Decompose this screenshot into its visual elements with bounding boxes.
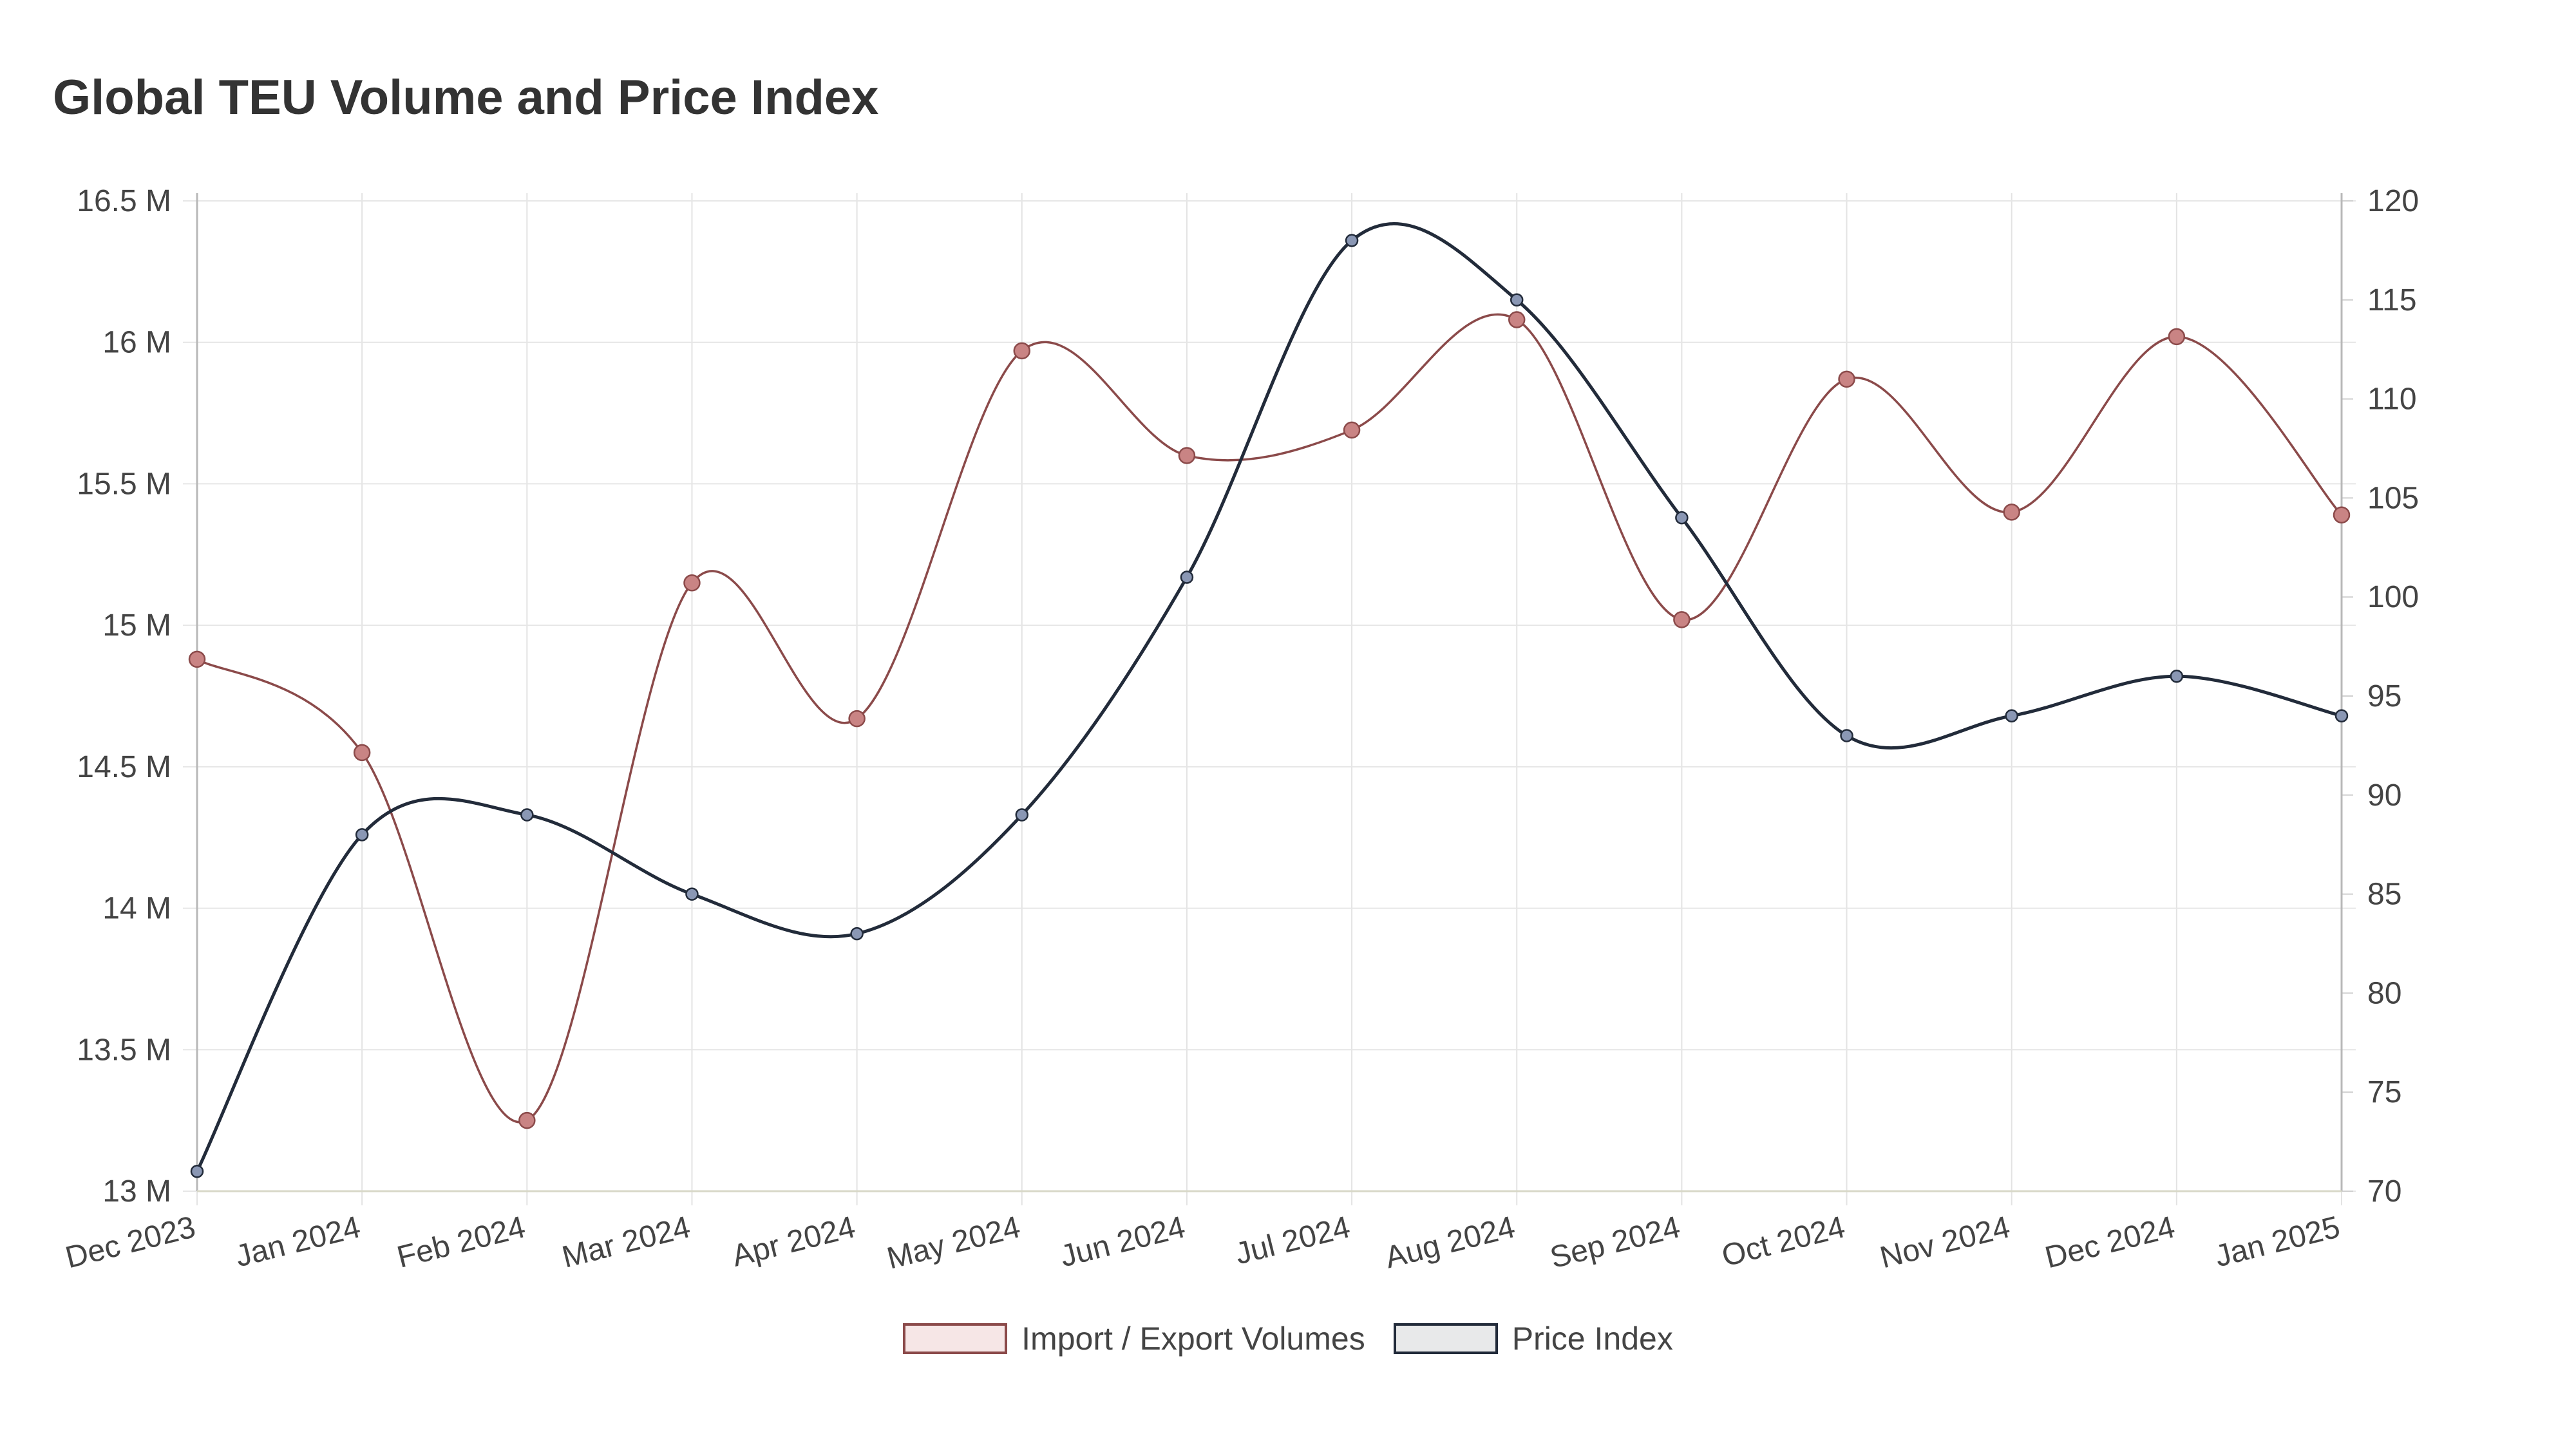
data-point-volumes xyxy=(1508,311,1526,328)
data-point-volumes xyxy=(353,744,371,762)
x-tick-label: Dec 2024 xyxy=(2041,1210,2178,1275)
x-tick-label: Apr 2024 xyxy=(728,1210,858,1274)
data-point-volumes xyxy=(1013,342,1031,360)
data-point-price-index xyxy=(520,808,534,822)
data-point-volumes xyxy=(2003,504,2020,521)
chart-title: Global TEU Volume and Price Index xyxy=(53,70,879,125)
x-tick-label: Jun 2024 xyxy=(1057,1210,1188,1274)
y-right-tick-label: 95 xyxy=(2367,679,2401,713)
y-left-tick-label: 16 M xyxy=(102,326,171,360)
tick-labels: 13 M 13.5 M 14 M 14.5 M 15 M 15.5 M 16 M 16.5 M… xyxy=(62,184,2419,1276)
data-point-price-index xyxy=(2334,709,2349,723)
y-left-tick-label: 13 M xyxy=(102,1174,171,1209)
y-right-tick-label: 105 xyxy=(2367,481,2419,515)
data-point-volumes xyxy=(1178,447,1196,464)
grid-lines xyxy=(183,193,2356,1205)
y-left-tick-label: 15.5 M xyxy=(77,467,171,501)
y-left-tick-label: 16.5 M xyxy=(77,184,171,218)
x-tick-label: Jul 2024 xyxy=(1232,1210,1354,1271)
axes xyxy=(196,193,2343,1192)
y-left-tick-label: 13.5 M xyxy=(77,1033,171,1067)
data-point-volumes xyxy=(683,574,701,592)
y-left-tick-label: 14 M xyxy=(102,892,171,926)
x-tick-label: Nov 2024 xyxy=(1877,1210,2013,1275)
x-tick-label: Mar 2024 xyxy=(559,1210,694,1274)
data-point-volumes xyxy=(518,1111,536,1129)
legend-item-price-index[interactable]: Price Index xyxy=(1393,1320,1673,1357)
x-tick-label: Aug 2024 xyxy=(1382,1210,1519,1275)
y-right-tick-label: 75 xyxy=(2367,1075,2401,1109)
series-points xyxy=(188,234,2351,1178)
legend-label-volumes: Import / Export Volumes xyxy=(1021,1321,1365,1357)
series-line-volumes xyxy=(196,313,2343,1124)
data-point-price-index xyxy=(355,828,369,842)
data-point-volumes xyxy=(1343,421,1361,439)
data-point-price-index xyxy=(1015,808,1029,822)
data-point-price-index xyxy=(1345,234,1359,247)
data-point-price-index xyxy=(850,927,864,941)
data-point-volumes xyxy=(2333,506,2351,524)
data-point-volumes xyxy=(1838,370,1855,388)
data-point-price-index xyxy=(685,887,699,901)
legend: Import / Export Volumes Price Index xyxy=(0,1320,2576,1357)
data-point-price-index xyxy=(190,1164,204,1178)
y-right-tick-label: 120 xyxy=(2367,184,2419,218)
legend-item-volumes[interactable]: Import / Export Volumes xyxy=(903,1320,1365,1357)
data-point-volumes xyxy=(188,650,206,668)
data-point-price-index xyxy=(1510,293,1524,307)
y-right-tick-label: 90 xyxy=(2367,778,2401,813)
y-right-tick-label: 110 xyxy=(2367,382,2417,417)
x-tick-label: Jan 2024 xyxy=(232,1210,363,1274)
x-tick-label: May 2024 xyxy=(884,1210,1023,1276)
x-tick-label: Jan 2025 xyxy=(2211,1210,2343,1274)
x-tick-label: Oct 2024 xyxy=(1718,1210,1848,1274)
legend-swatch-price-index xyxy=(1393,1323,1498,1354)
y-right-tick-label: 100 xyxy=(2367,580,2419,614)
y-right-tick-label: 85 xyxy=(2367,878,2401,912)
data-point-price-index xyxy=(1180,570,1194,584)
x-tick-label: Feb 2024 xyxy=(393,1210,529,1274)
x-tick-label: Dec 2023 xyxy=(62,1210,198,1275)
y-right-tick-label: 70 xyxy=(2367,1174,2401,1209)
series-line-price-index xyxy=(195,222,2342,1173)
legend-label-price-index: Price Index xyxy=(1511,1321,1673,1357)
data-point-volumes xyxy=(2168,328,2186,346)
x-tick-label: Sep 2024 xyxy=(1547,1210,1683,1275)
y-right-tick-label: 115 xyxy=(2367,283,2417,317)
data-point-price-index xyxy=(2005,709,2018,723)
data-point-price-index xyxy=(1675,511,1689,525)
series-lines xyxy=(195,222,2343,1173)
y-left-tick-label: 15 M xyxy=(102,608,171,643)
y-left-tick-label: 14.5 M xyxy=(77,750,171,784)
data-point-price-index xyxy=(1840,729,1853,742)
data-point-volumes xyxy=(848,710,866,728)
y-right-tick-label: 80 xyxy=(2367,976,2401,1010)
data-point-volumes xyxy=(1673,611,1690,628)
legend-swatch-volumes xyxy=(903,1323,1008,1354)
data-point-price-index xyxy=(2170,669,2184,683)
